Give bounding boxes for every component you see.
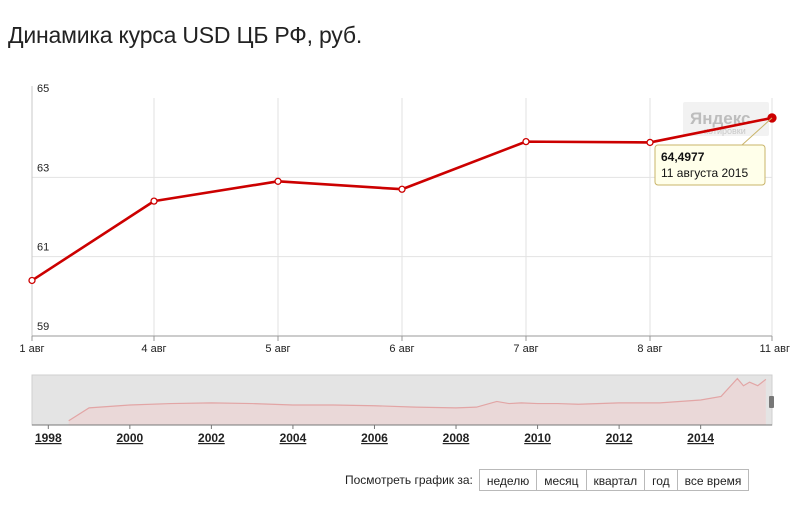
period-week-button[interactable]: неделю (478, 469, 538, 491)
period-selector: Посмотреть график за: неделю месяц кварт… (345, 468, 750, 492)
data-point (150, 197, 158, 205)
watermark-subtext: котировки (704, 126, 746, 136)
data-point (646, 138, 654, 147)
tooltip-box (654, 144, 766, 186)
navigator-year-label: 2012 (606, 431, 633, 445)
y-tick-label: 59 (37, 321, 49, 333)
navigator-year-label: 2014 (687, 431, 714, 445)
value-tooltip: 64,4977 11 августа 2015 (654, 117, 773, 186)
period-quarter-button[interactable]: квартал (586, 469, 646, 491)
x-tick-label: 6 авг (389, 343, 414, 355)
period-year-button[interactable]: год (645, 469, 678, 491)
x-tick-label: 11 авг (760, 343, 790, 355)
data-point (274, 177, 282, 185)
x-tick-label: 5 авг (265, 343, 290, 355)
tooltip-value: 64,4977 (661, 150, 705, 164)
y-tick-label: 61 (37, 242, 49, 254)
navigator-year-labels: 1998 2000 2002 2004 2006 2008 2010 2012 2014 (35, 425, 714, 445)
period-month-button[interactable]: месяц (537, 469, 587, 491)
data-point (522, 137, 530, 146)
navigator-line (68, 377, 767, 422)
navigator-year-label: 2000 (116, 431, 143, 445)
navigator-handle (769, 396, 774, 408)
watermark-text: Яндекс (690, 109, 750, 128)
period-all-time-button[interactable]: все время (677, 469, 750, 491)
navigator-year-label: 2006 (361, 431, 388, 445)
navigator-year-label: 2010 (524, 431, 551, 445)
x-tick-label: 4 авг (141, 343, 166, 355)
y-tick-labels: 65 63 61 59 (37, 83, 49, 333)
y-tick-label: 63 (37, 162, 49, 174)
navigator-year-label: 2008 (443, 431, 470, 445)
data-point (398, 185, 406, 193)
period-selector-label: Посмотреть график за: (345, 473, 473, 487)
data-point (28, 276, 36, 285)
x-tick-labels: 1 авг 4 авг 5 авг 6 авг 7 авг 8 авг 11 авг (19, 336, 790, 355)
watermark-box (683, 102, 769, 136)
x-tick-label: 7 авг (513, 343, 538, 355)
y-tick-label: 65 (37, 83, 49, 95)
navigator-year-label: 2004 (280, 431, 307, 445)
navigator-year-label: 2002 (198, 431, 225, 445)
page-title: Динамика курса USD ЦБ РФ, руб. (8, 22, 363, 48)
x-tick-label: 1 авг (19, 343, 44, 355)
navigator-chart (31, 374, 774, 426)
tooltip-connector (741, 117, 773, 146)
tooltip-date: 11 августа 2015 (661, 166, 748, 180)
navigator-year-label: 1998 (35, 431, 62, 445)
navigator-area (68, 378, 766, 425)
x-tick-label: 8 авг (637, 343, 662, 355)
